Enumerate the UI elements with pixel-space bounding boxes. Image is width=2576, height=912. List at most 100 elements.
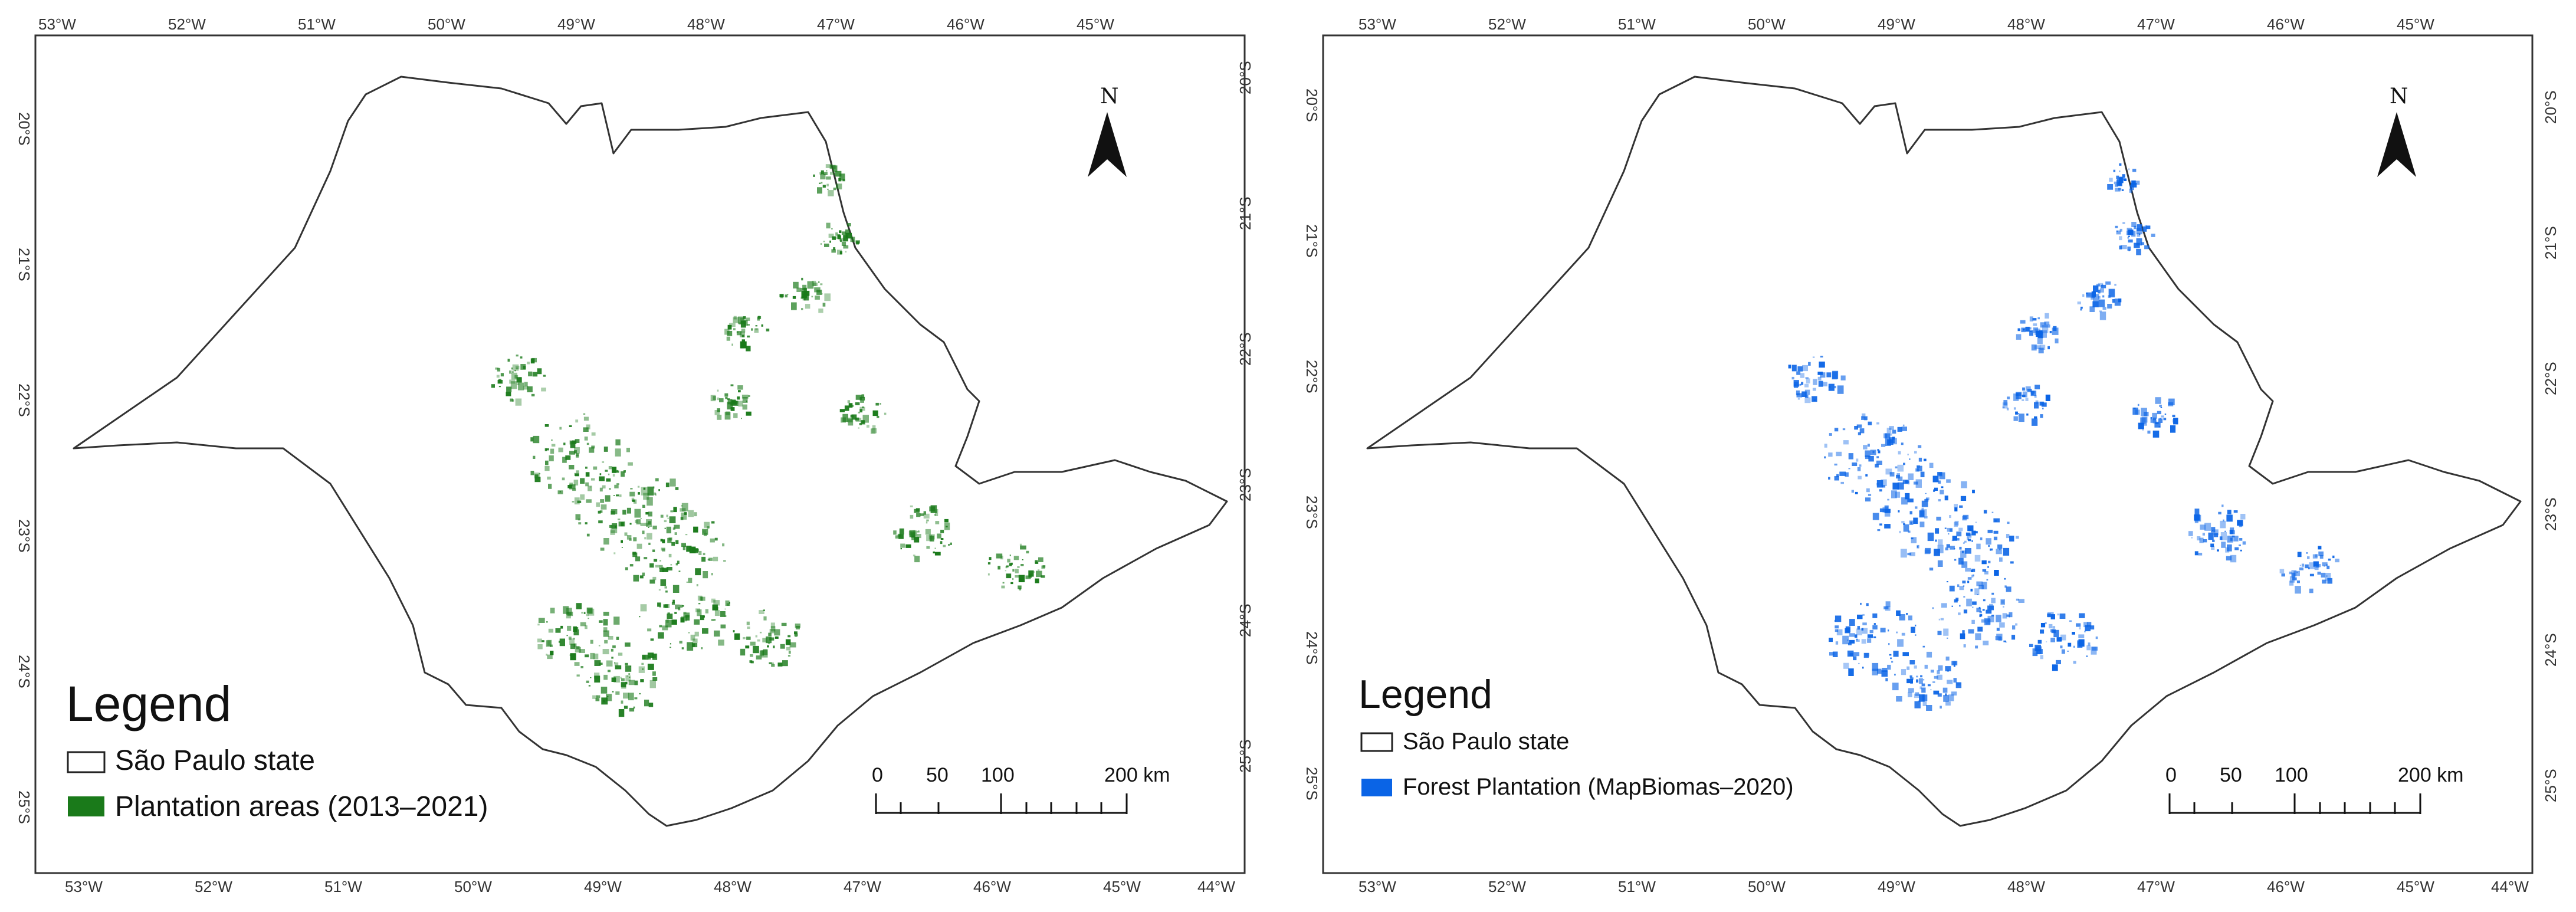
- plantation-patch: [1974, 555, 1981, 562]
- plantation-patch: [600, 504, 607, 510]
- plantation-patch: [524, 382, 528, 386]
- plantation-patch: [672, 599, 675, 603]
- plantation-patch: [1804, 383, 1809, 388]
- plantation-patch: [1872, 668, 1878, 675]
- plantation-patch: [670, 647, 671, 648]
- plantation-patch: [839, 238, 845, 241]
- plantation-patch: [858, 411, 860, 414]
- plantation-patch: [1913, 517, 1918, 524]
- plantation-patch: [626, 535, 632, 540]
- plantation-patch: [662, 625, 668, 631]
- plantation-patch: [2089, 306, 2095, 312]
- plantation-patch: [2025, 386, 2031, 391]
- plantation-patch: [1955, 682, 1962, 688]
- plantation-patch: [2109, 178, 2113, 182]
- plantation-patch: [588, 685, 590, 687]
- plantation-patch: [580, 666, 583, 668]
- plantation-patch: [1020, 564, 1024, 566]
- plantation-patch: [2040, 330, 2047, 338]
- plantation-patch: [746, 317, 750, 321]
- plantation-patch: [660, 514, 664, 518]
- plantation-patch: [1876, 460, 1882, 465]
- plantation-patch: [1925, 547, 1931, 554]
- plantation-patch: [1932, 607, 1934, 609]
- plantation-patch: [855, 240, 860, 244]
- plantation-patch: [1826, 372, 1832, 378]
- plantation-patch: [2030, 330, 2032, 332]
- plantation-patch: [1905, 480, 1909, 484]
- plantation-patch: [2227, 510, 2232, 514]
- plantation-patch: [590, 639, 593, 644]
- plantation-patch: [612, 645, 616, 648]
- plantation-patch: [642, 504, 645, 508]
- plantation-patch: [733, 316, 737, 320]
- plantation-patch: [719, 398, 724, 402]
- plantation-patch: [2108, 288, 2115, 297]
- plantation-patch: [2086, 655, 2088, 657]
- plantation-patch: [650, 638, 654, 641]
- plantation-patch: [1943, 695, 1949, 702]
- plantation-patch: [950, 542, 952, 545]
- plantation-patch: [1965, 567, 1971, 572]
- plantation-patch: [1808, 362, 1811, 366]
- plantation-patch: [1856, 639, 1860, 642]
- tick-label: 20°S: [1303, 88, 1321, 122]
- plantation-patch: [612, 691, 614, 693]
- plantation-patch: [512, 371, 514, 373]
- plantation-patch: [2076, 623, 2081, 627]
- plantation-patch: [1991, 598, 1996, 603]
- plantation-patch: [1870, 450, 1876, 455]
- plantation-patch: [729, 602, 730, 604]
- map-panel-forest-plantation: 53°W 52°W 51°W 50°W 49°W 48°W 47°W 46°W …: [1288, 0, 2576, 912]
- plantation-patch: [1899, 530, 1901, 533]
- plantation-patch: [724, 329, 730, 335]
- plantation-patch: [2113, 169, 2116, 172]
- plantation-patch: [581, 612, 583, 614]
- plantation-patch: [2295, 586, 2301, 594]
- scale-label-50: 50: [2220, 764, 2242, 786]
- plantation-patch: [555, 628, 561, 633]
- plantation-patch: [1953, 664, 1955, 667]
- plantation-patch: [1978, 606, 1981, 609]
- plantation-patch: [2091, 647, 2097, 655]
- plantation-patch: [1849, 633, 1855, 637]
- plantation-patch: [2301, 563, 2305, 567]
- plantation-patch: [940, 541, 943, 544]
- plantation-patch: [569, 465, 575, 470]
- plantation-patch: [2220, 532, 2227, 540]
- plantation-patch: [825, 164, 832, 168]
- plantation-patch: [643, 493, 649, 500]
- plantation-patch: [813, 283, 818, 286]
- plantation-patch: [509, 379, 516, 384]
- plantation-patch: [871, 428, 877, 434]
- plantation-patch: [794, 631, 797, 635]
- plantation-patch: [2056, 637, 2062, 642]
- plantation-patch: [611, 648, 613, 652]
- plantation-patch: [1880, 628, 1886, 633]
- plantation-patch: [672, 527, 675, 530]
- plantation-patch: [741, 339, 745, 344]
- plantation-patch: [2158, 418, 2163, 423]
- plantation-patch: [1862, 614, 1865, 616]
- plantation-patch: [740, 332, 745, 337]
- plantation-patch: [573, 626, 577, 632]
- plantation-patch: [1999, 548, 2001, 550]
- plantation-patch: [538, 618, 545, 623]
- plantation-patch: [884, 412, 887, 415]
- plantation-patch: [705, 609, 708, 614]
- plantation-patch: [1977, 626, 1983, 632]
- plantation-patch: [762, 638, 767, 642]
- plantation-patch: [2040, 322, 2046, 328]
- plantation-patch: [2230, 530, 2235, 534]
- plantation-patch: [498, 386, 501, 388]
- plantation-patch: [841, 241, 846, 246]
- plantation-patch: [2127, 246, 2131, 251]
- plantation-patch: [606, 660, 613, 667]
- plantation-patch: [1865, 455, 1870, 460]
- plantation-patch: [1971, 569, 1976, 572]
- plantation-patch: [1862, 628, 1868, 634]
- plantation-patch: [622, 510, 626, 515]
- plantation-patch: [1934, 549, 1940, 556]
- plantation-patch: [2037, 639, 2042, 644]
- plantation-patch: [2053, 326, 2057, 332]
